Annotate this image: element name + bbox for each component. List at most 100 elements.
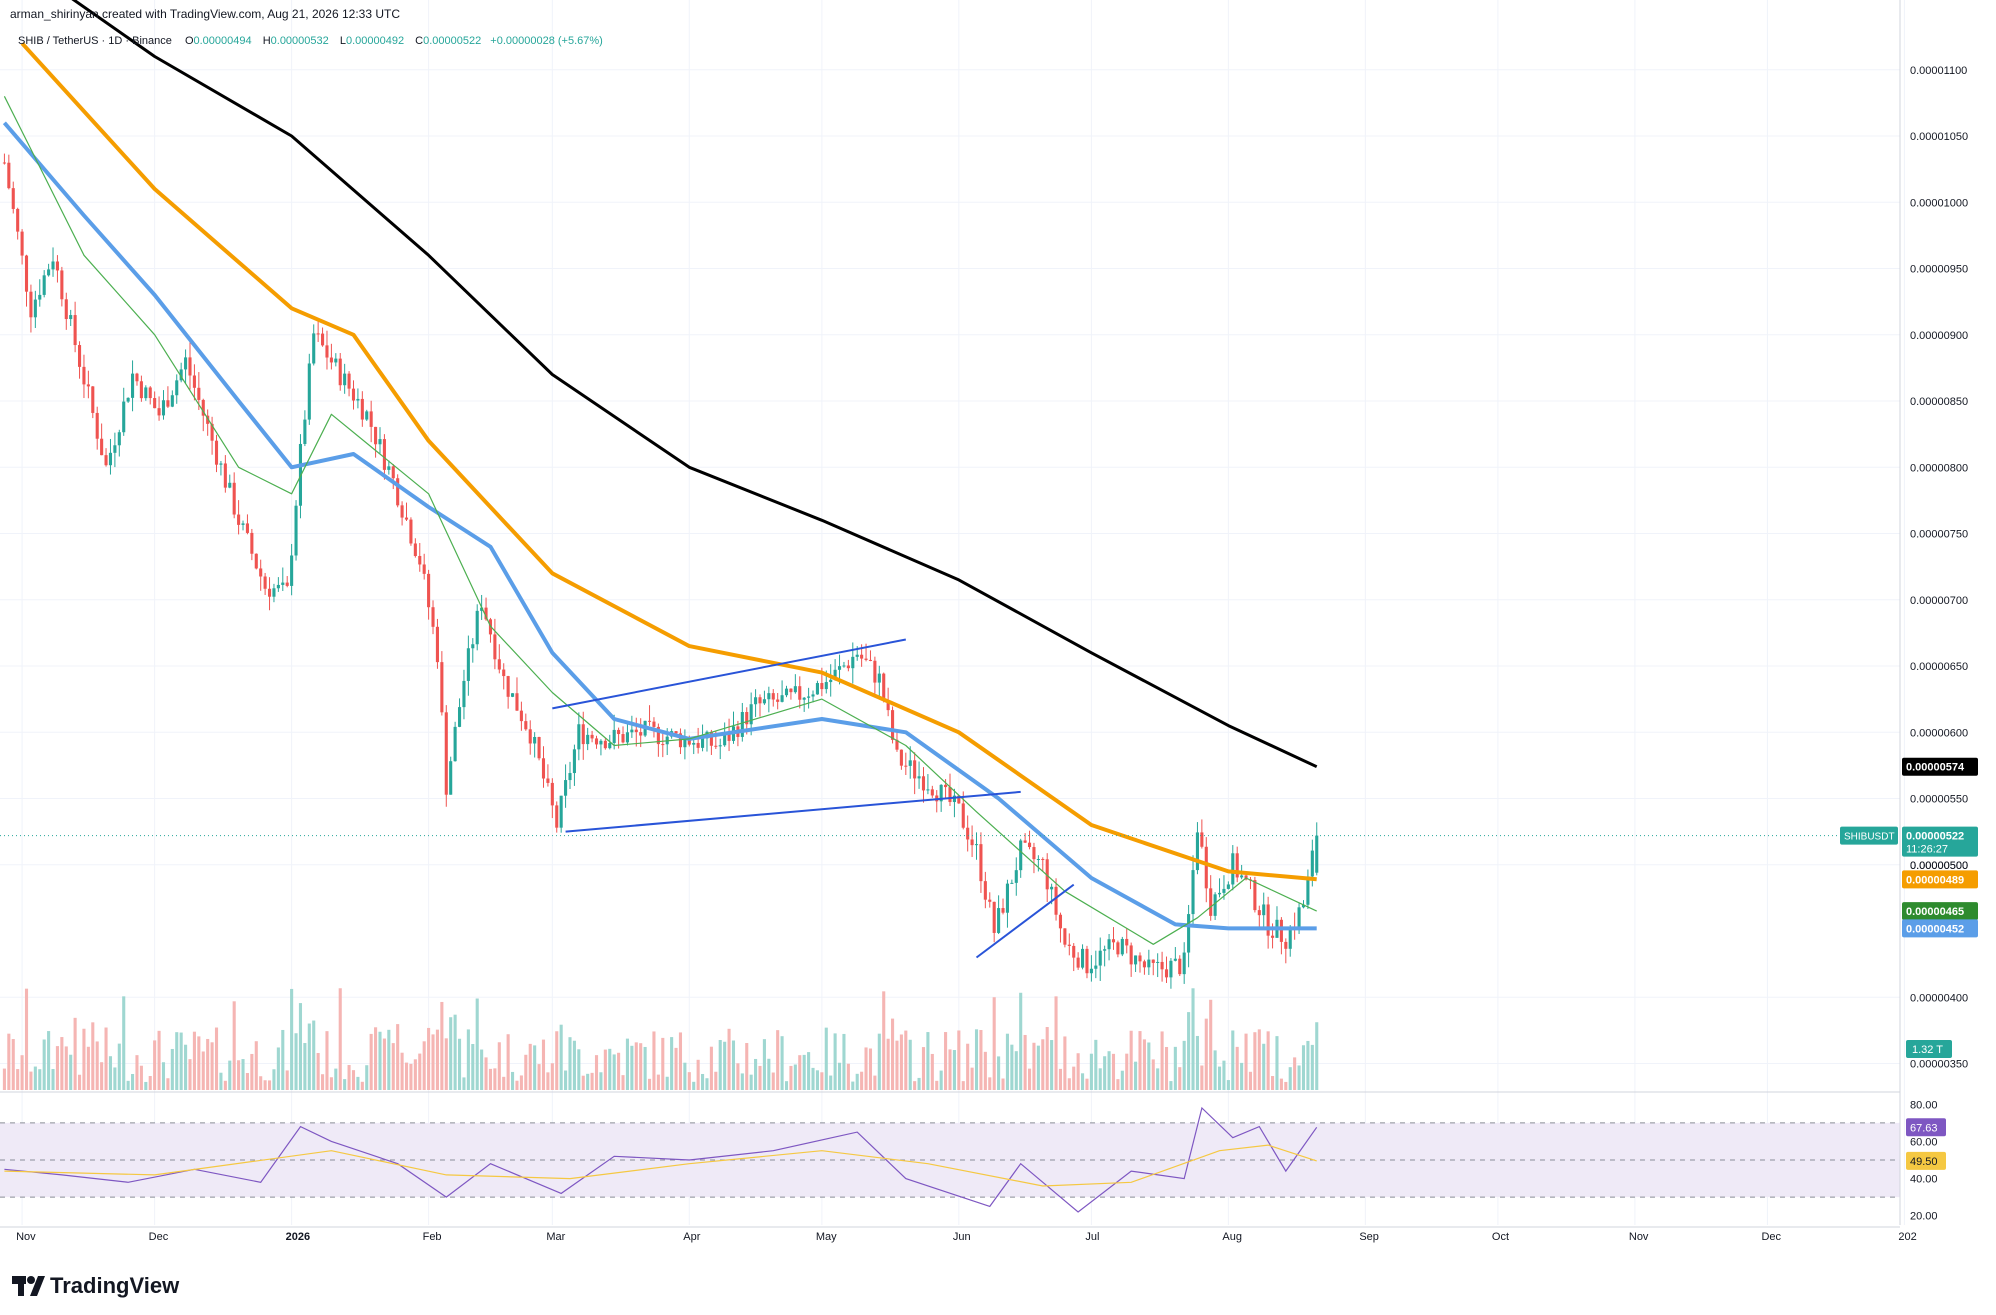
candle-body bbox=[73, 315, 77, 346]
candle-body bbox=[20, 231, 24, 256]
volume-bar bbox=[1297, 1065, 1301, 1090]
candle-body bbox=[329, 357, 333, 363]
candle-body bbox=[166, 400, 170, 407]
rsi-tick-label: 40.00 bbox=[1910, 1174, 1938, 1186]
price-tag bbox=[1902, 826, 1978, 857]
ma-black-line bbox=[71, 0, 1318, 769]
volume-bar bbox=[24, 988, 29, 1090]
price-tag bbox=[1902, 902, 1978, 921]
volume-bar bbox=[1315, 1022, 1319, 1090]
candle-body bbox=[921, 776, 926, 791]
candle-body bbox=[480, 607, 484, 611]
ma-green-line bbox=[3, 96, 1317, 945]
candle-body bbox=[254, 553, 258, 569]
price-tag-text: 0.00000522 bbox=[1906, 831, 1964, 843]
candle-body bbox=[33, 299, 37, 318]
volume-bar bbox=[290, 988, 294, 1090]
volume-bar bbox=[837, 1062, 842, 1090]
volume-bar bbox=[38, 1069, 42, 1090]
candle-body bbox=[347, 373, 351, 389]
volume-bar bbox=[210, 1042, 214, 1090]
candle-body bbox=[851, 656, 855, 669]
volume-bar bbox=[846, 1063, 850, 1090]
open-label: O bbox=[185, 35, 194, 47]
candle-body bbox=[1178, 958, 1182, 975]
time-tick-label: Aug bbox=[1222, 1231, 1242, 1243]
candle-body bbox=[621, 734, 625, 743]
candle-body bbox=[1010, 882, 1014, 884]
tradingview-logo[interactable]: TradingView bbox=[12, 1273, 180, 1298]
price-tick-label: 0.00000700 bbox=[1910, 595, 1968, 607]
candle-body bbox=[2, 162, 6, 164]
candle-body bbox=[586, 734, 590, 745]
candle-body bbox=[555, 805, 559, 828]
volume-bar bbox=[749, 1074, 753, 1090]
volume-bar bbox=[466, 1029, 470, 1090]
volume-bar bbox=[1182, 1040, 1186, 1090]
volume-bar bbox=[851, 1081, 855, 1090]
volume-bar bbox=[952, 1050, 956, 1090]
volume-bar bbox=[1134, 1061, 1138, 1090]
candle-body bbox=[617, 729, 621, 735]
volume-bar bbox=[197, 1036, 201, 1090]
volume-bar bbox=[254, 1041, 258, 1090]
volume-bar bbox=[378, 1031, 382, 1090]
volume-bar bbox=[687, 1072, 691, 1090]
rsi-ma-tag bbox=[1906, 1151, 1946, 1170]
volume-bar bbox=[731, 1040, 736, 1090]
candle-body bbox=[250, 532, 254, 554]
volume-bar bbox=[1032, 1042, 1036, 1090]
candle-body bbox=[493, 634, 497, 660]
volume-bar bbox=[670, 1037, 674, 1090]
volume-bar bbox=[1200, 1065, 1204, 1090]
volume-bar bbox=[1094, 1039, 1098, 1090]
candle-body bbox=[868, 659, 873, 661]
volume-bar bbox=[1217, 1066, 1222, 1090]
volume-bar bbox=[321, 1074, 325, 1090]
candle-body bbox=[599, 740, 603, 745]
volume-bar bbox=[944, 1032, 948, 1090]
candle-body bbox=[1085, 948, 1089, 974]
symbol-title[interactable]: SHIB / TetherUS · 1D · Binance O0.000004… bbox=[18, 35, 603, 47]
volume-bar bbox=[206, 1038, 210, 1090]
volume-bar bbox=[917, 1077, 921, 1090]
candle-body bbox=[1164, 969, 1169, 978]
candle-body bbox=[29, 291, 33, 318]
candle-body bbox=[285, 582, 289, 586]
candle-body bbox=[484, 607, 488, 620]
volume-bar bbox=[568, 1037, 572, 1090]
volume-bar bbox=[1253, 1032, 1257, 1090]
rsi-tick-label: 20.00 bbox=[1910, 1211, 1938, 1223]
grid bbox=[0, 0, 1905, 1225]
volume-bar bbox=[387, 1029, 391, 1090]
volume-bar bbox=[2, 1068, 6, 1090]
change-value: +0.00000028 (+5.67%) bbox=[490, 35, 603, 47]
candle-body bbox=[630, 729, 634, 733]
volume-bar bbox=[758, 1065, 762, 1090]
volume-bar bbox=[64, 1046, 68, 1090]
volume-bar bbox=[745, 1043, 749, 1090]
symbol-name: SHIB / TetherUS · 1D · Binance bbox=[18, 35, 172, 47]
volume-bar bbox=[47, 1031, 51, 1090]
volume-bar bbox=[528, 1043, 532, 1090]
candle-body bbox=[524, 721, 528, 730]
candle-body bbox=[692, 742, 696, 745]
time-tick-label: Jun bbox=[953, 1231, 971, 1243]
candle-body bbox=[930, 789, 934, 796]
volume-bar bbox=[1045, 1027, 1049, 1090]
time-tick-label: Nov bbox=[16, 1231, 36, 1243]
volume-bar bbox=[511, 1071, 515, 1090]
candle-body bbox=[356, 398, 360, 401]
candle-body bbox=[1067, 944, 1071, 946]
candle-body bbox=[506, 676, 510, 697]
price-tag bbox=[1902, 870, 1978, 889]
volume-bar bbox=[1271, 1076, 1275, 1090]
volume-bar bbox=[877, 1033, 881, 1090]
candle-body bbox=[219, 463, 223, 465]
candle-body bbox=[1094, 965, 1098, 969]
volume-bar bbox=[1310, 1044, 1314, 1090]
volume-bar bbox=[480, 1049, 484, 1090]
candle-body bbox=[727, 733, 731, 741]
candle-body bbox=[86, 384, 90, 387]
